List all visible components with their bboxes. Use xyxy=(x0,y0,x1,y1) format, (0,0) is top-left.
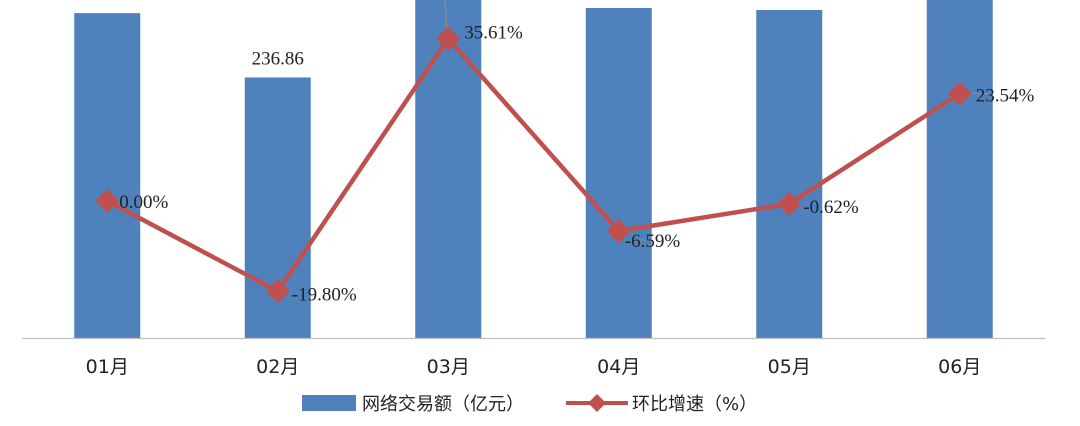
bar-value-label-5: 298.18 xyxy=(763,0,815,2)
x-tick-label-1: 01月 xyxy=(86,356,129,378)
bar-3 xyxy=(415,0,482,339)
x-tick-label-5: 05月 xyxy=(768,356,811,378)
bar-6 xyxy=(926,0,993,338)
line-value-labels: 0.00% -19.80% 35.61% -6.59% -0.62% 23.54% xyxy=(119,23,1034,306)
legend-bar-swatch xyxy=(302,395,356,411)
legend-line-marker xyxy=(588,394,606,412)
bar-5 xyxy=(756,10,823,338)
x-axis-tick-labels: 01月 02月 03月 04月 05月 06月 xyxy=(86,356,982,378)
line-marker-4 xyxy=(606,219,631,244)
line-marker-3 xyxy=(436,26,461,51)
line-marker-5 xyxy=(777,191,802,216)
line-series xyxy=(95,26,972,304)
line-value-label-1: 0.00% xyxy=(119,192,168,213)
x-tick-label-6: 06月 xyxy=(938,356,981,378)
bar-1 xyxy=(74,13,141,339)
x-tick-label-3: 03月 xyxy=(427,356,470,378)
legend: 网络交易额（亿元） 环比增速（%） xyxy=(302,394,757,415)
bar-value-label-2: 236.86 xyxy=(252,48,304,69)
line-path xyxy=(106,36,961,294)
line-value-label-4: -6.59% xyxy=(625,231,681,252)
x-tick-label-2: 02月 xyxy=(256,356,299,378)
line-value-label-2: -19.80% xyxy=(292,284,357,305)
line-marker-1 xyxy=(95,189,120,213)
line-marker-6 xyxy=(947,81,972,106)
line-value-label-6: 23.54% xyxy=(976,86,1035,107)
legend-line-label: 环比增速（%） xyxy=(632,394,757,415)
legend-bar-label: 网络交易额（亿元） xyxy=(362,394,524,415)
x-tick-label-4: 04月 xyxy=(597,356,640,378)
bar-series xyxy=(74,0,993,339)
line-value-label-5: -0.62% xyxy=(803,197,859,218)
line-value-label-3: 35.61% xyxy=(464,23,523,44)
label-leader-lines xyxy=(444,0,992,241)
bar-label-leader-3 xyxy=(444,0,449,51)
bar-value-label-1: 295.35 xyxy=(81,0,133,5)
bar-value-labels: 295.35236.86321.20300.03298.18368.36 xyxy=(81,0,815,69)
bar-4 xyxy=(585,7,652,338)
line-marker-2 xyxy=(265,279,290,304)
